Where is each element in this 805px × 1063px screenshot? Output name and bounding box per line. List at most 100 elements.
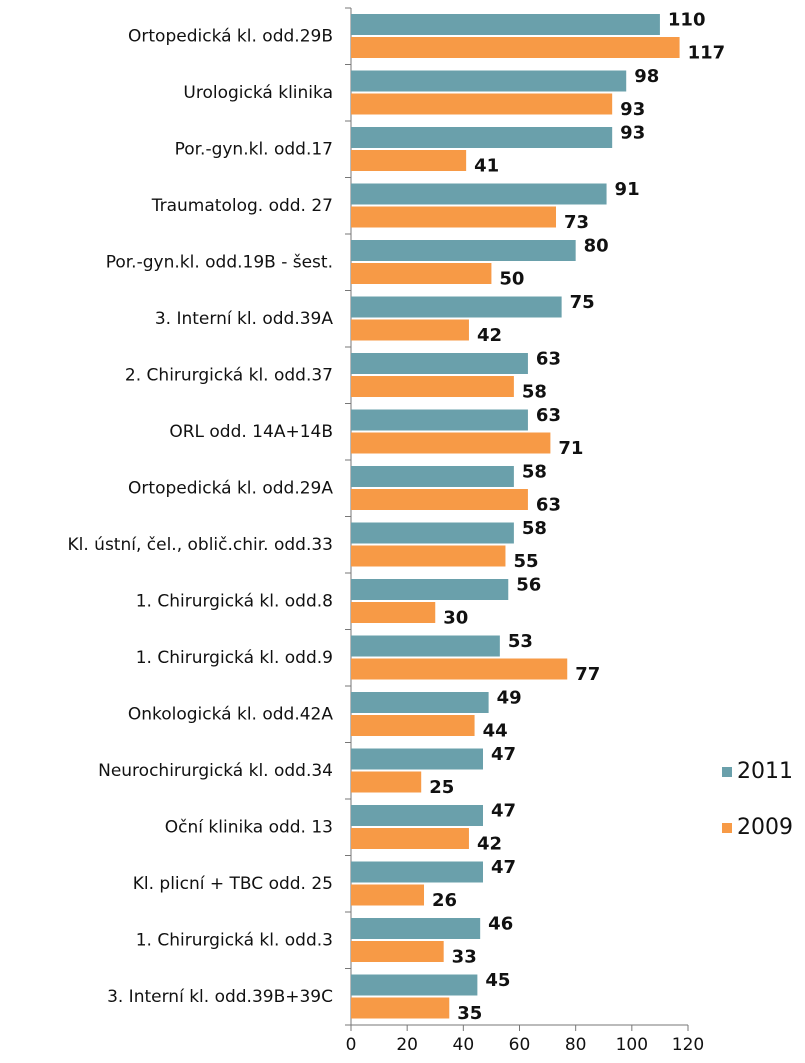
value-label: 58 (522, 518, 547, 539)
bar (351, 206, 557, 228)
y-tick-label: Kl. plicní + TBC odd. 25 (133, 874, 333, 894)
value-label: 35 (457, 1003, 482, 1024)
y-tick-label: 3. Interní kl. odd.39A (155, 309, 334, 329)
value-label: 46 (488, 914, 513, 935)
value-label: 55 (513, 551, 538, 572)
x-tick-label: 60 (509, 1035, 531, 1055)
y-tick-label: 1. Chirurgická kl. odd.8 (136, 591, 333, 611)
x-tick-label: 0 (346, 1035, 357, 1055)
bar (351, 240, 576, 261)
y-tick-label: Neurochirurgická kl. odd.34 (98, 761, 333, 781)
value-label: 44 (483, 721, 508, 742)
bar (351, 602, 436, 623)
bar (351, 997, 450, 1019)
bar (351, 635, 500, 657)
y-tick-label: 1. Chirurgická kl. odd.9 (136, 648, 333, 668)
bar (351, 263, 492, 284)
bar (351, 319, 469, 341)
value-label: 93 (620, 99, 645, 120)
bar (351, 579, 509, 600)
y-tick-label: Ortopedická kl. odd.29B (128, 26, 333, 46)
value-label: 56 (516, 575, 541, 596)
value-label: 42 (477, 325, 502, 346)
value-label: 30 (443, 608, 468, 629)
y-tick-label: Oční klinika odd. 13 (165, 817, 333, 837)
bar (351, 432, 551, 454)
bar (351, 37, 680, 58)
bar (351, 466, 514, 487)
bar (351, 183, 607, 205)
bar (351, 715, 475, 736)
bar (351, 692, 489, 713)
bar (351, 296, 562, 318)
bar (351, 974, 478, 996)
x-tick-label: 80 (565, 1035, 587, 1055)
value-label: 25 (429, 777, 454, 798)
y-tick-label: ORL odd. 14A+14B (169, 422, 333, 442)
bar (351, 861, 483, 883)
value-label: 33 (452, 947, 477, 968)
y-tick-label: Urologická klinika (183, 83, 333, 103)
legend-label: 2011 (737, 759, 793, 784)
bar (351, 150, 467, 171)
value-label: 73 (564, 212, 589, 233)
value-label: 50 (499, 269, 524, 290)
y-tick-label: Onkologická kl. odd.42A (128, 704, 334, 724)
bar (351, 805, 483, 826)
bar (351, 884, 425, 906)
y-tick-label: Kl. ústní, čel., oblič.chir. odd.33 (67, 535, 333, 555)
bar (351, 771, 422, 793)
value-label: 58 (522, 382, 547, 403)
x-tick-label: 20 (396, 1035, 418, 1055)
y-tick-label: Por.-gyn.kl. odd.19B - šest. (106, 252, 333, 272)
bar (351, 545, 506, 567)
legend-label: 2009 (737, 815, 793, 840)
value-label: 26 (432, 890, 457, 911)
value-label: 53 (508, 631, 533, 652)
bar (351, 127, 613, 148)
y-tick-label: 1. Chirurgická kl. odd.3 (136, 930, 333, 950)
y-tick-label: Traumatolog. odd. 27 (151, 196, 333, 216)
bar (351, 748, 483, 770)
value-label: 71 (558, 438, 583, 459)
value-label: 47 (491, 744, 516, 765)
value-label: 91 (615, 179, 640, 200)
bar (351, 489, 528, 510)
y-tick-label: 3. Interní kl. odd.39B+39C (107, 987, 333, 1007)
value-label: 93 (620, 123, 645, 144)
bar (351, 409, 528, 431)
bar (351, 93, 613, 115)
bar (351, 918, 481, 939)
legend-swatch (722, 767, 732, 777)
bar (351, 70, 627, 92)
value-label: 58 (522, 462, 547, 483)
x-tick-label: 100 (616, 1035, 648, 1055)
bar (351, 14, 660, 35)
bar (351, 828, 469, 849)
value-label: 75 (570, 292, 595, 313)
legend-swatch (722, 823, 732, 833)
x-tick-label: 120 (672, 1035, 704, 1055)
value-label: 117 (688, 43, 726, 64)
value-label: 110 (668, 10, 706, 31)
y-tick-label: Por.-gyn.kl. odd.17 (175, 139, 333, 159)
value-label: 63 (536, 349, 561, 370)
value-label: 41 (474, 156, 499, 177)
value-label: 47 (491, 857, 516, 878)
value-label: 45 (485, 970, 510, 991)
value-label: 80 (584, 236, 609, 257)
y-tick-label: Ortopedická kl. odd.29A (128, 478, 333, 498)
value-label: 63 (536, 405, 561, 426)
bar (351, 376, 514, 397)
value-label: 63 (536, 495, 561, 516)
value-label: 77 (575, 664, 600, 685)
y-tick-label: 2. Chirurgická kl. odd.37 (125, 365, 333, 385)
bar (351, 658, 568, 680)
value-label: 98 (634, 66, 659, 87)
bar (351, 522, 514, 544)
value-label: 42 (477, 834, 502, 855)
bar (351, 353, 528, 374)
value-label: 47 (491, 801, 516, 822)
bar (351, 941, 444, 962)
